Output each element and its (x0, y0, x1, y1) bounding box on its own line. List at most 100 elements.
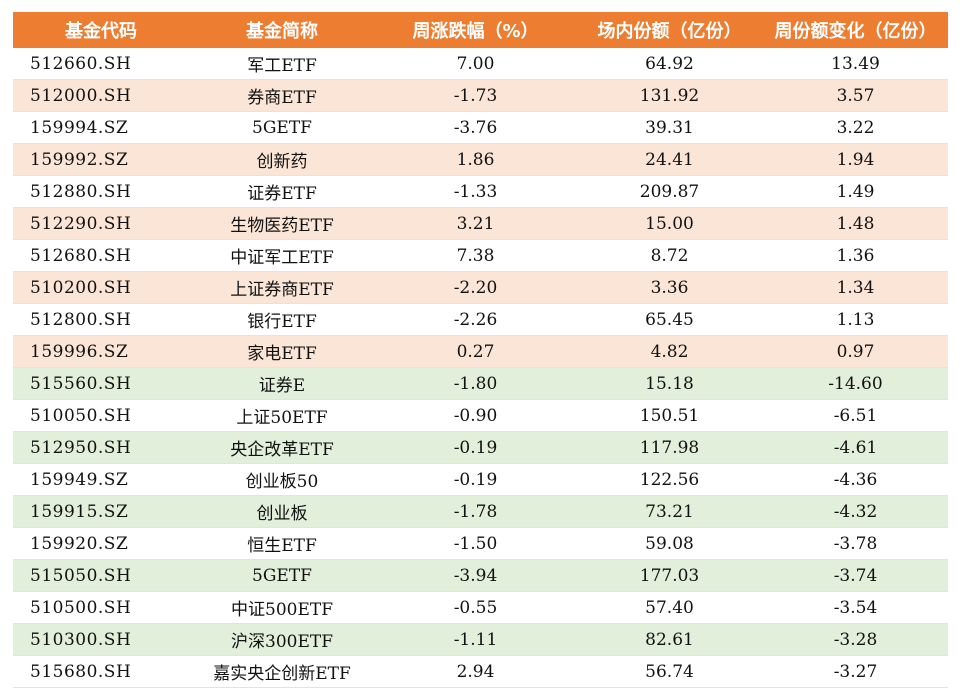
cell-fund-code-text: 512290.SH (30, 213, 132, 234)
header-exchange-shares: 场内份额（亿份） (576, 12, 763, 48)
cell-fund-name-text: 券商ETF (247, 88, 317, 108)
cell-fund-name-text: 银行ETF (247, 312, 317, 332)
cell-weekly-share-change-text: -3.27 (833, 661, 878, 682)
cell-fund-name: 创业板50 (189, 463, 375, 496)
cell-fund-name: 恒生ETF (189, 527, 375, 560)
cell-exchange-shares: 64.92 (576, 48, 763, 80)
cell-exchange-shares: 57.40 (576, 591, 763, 624)
cell-weekly-share-change: 1.36 (763, 239, 948, 272)
table-row: 512660.SH 军工ETF 7.00 64.92 13.49 (13, 48, 948, 80)
cell-fund-code: 159996.SZ (13, 335, 189, 368)
cell-fund-code-text: 510050.SH (30, 405, 132, 426)
table-row: 159994.SZ 5GETF -3.76 39.31 3.22 (13, 111, 948, 144)
cell-weekly-share-change: 0.97 (763, 335, 948, 368)
cell-exchange-shares: 82.61 (576, 623, 763, 656)
cell-weekly-share-change-text: -3.74 (833, 565, 878, 586)
cell-fund-code: 515560.SH (13, 367, 189, 400)
cell-weekly-share-change-text: 1.34 (836, 277, 875, 298)
cell-fund-name-text: 嘉实央企创新ETF (213, 664, 351, 684)
cell-weekly-change-pct-text: -2.20 (453, 277, 498, 298)
cell-weekly-change-pct: -0.19 (375, 431, 576, 464)
table-row: 159949.SZ 创业板50 -0.19 122.56 -4.36 (13, 463, 948, 496)
cell-fund-name: 沪深300ETF (189, 623, 375, 656)
cell-weekly-change-pct-text: -0.55 (453, 597, 498, 618)
cell-weekly-change-pct-text: 7.00 (456, 53, 495, 74)
table-row: 515050.SH 5GETF -3.94 177.03 -3.74 (13, 559, 948, 592)
cell-weekly-change-pct-text: -0.19 (453, 469, 498, 490)
cell-fund-name: 创新药 (189, 143, 375, 176)
cell-exchange-shares-text: 177.03 (639, 565, 700, 586)
cell-weekly-change-pct: -0.19 (375, 463, 576, 496)
cell-exchange-shares: 8.72 (576, 239, 763, 272)
cell-exchange-shares: 209.87 (576, 175, 763, 208)
cell-weekly-share-change: 1.13 (763, 303, 948, 336)
cell-weekly-share-change-text: -4.61 (833, 437, 878, 458)
cell-fund-name: 央企改革ETF (189, 431, 375, 464)
cell-fund-code-text: 510200.SH (30, 277, 132, 298)
cell-weekly-change-pct: -1.33 (375, 175, 576, 208)
cell-weekly-change-pct-text: -0.19 (453, 437, 498, 458)
cell-exchange-shares-text: 39.31 (645, 117, 694, 138)
cell-fund-name-text: 上证50ETF (236, 408, 328, 428)
cell-exchange-shares-text: 117.98 (639, 437, 700, 458)
cell-fund-code-text: 515680.SH (30, 661, 132, 682)
cell-fund-code-text: 512660.SH (30, 53, 132, 74)
cell-fund-name-text: 创业板 (256, 504, 308, 524)
cell-fund-code: 512000.SH (13, 79, 189, 112)
cell-exchange-shares: 65.45 (576, 303, 763, 336)
cell-weekly-change-pct: -0.55 (375, 591, 576, 624)
cell-weekly-share-change: 1.34 (763, 271, 948, 304)
cell-weekly-share-change: -4.36 (763, 463, 948, 496)
cell-fund-name: 创业板 (189, 495, 375, 528)
cell-fund-name: 上证券商ETF (189, 271, 375, 304)
cell-weekly-change-pct: -1.50 (375, 527, 576, 560)
cell-exchange-shares: 150.51 (576, 399, 763, 432)
cell-exchange-shares: 117.98 (576, 431, 763, 464)
cell-weekly-change-pct-text: -1.78 (453, 501, 498, 522)
cell-fund-code: 512290.SH (13, 207, 189, 240)
cell-weekly-share-change-text: 13.49 (831, 53, 880, 74)
cell-weekly-change-pct: -1.80 (375, 367, 576, 400)
cell-weekly-change-pct: 1.86 (375, 143, 576, 176)
cell-weekly-change-pct-text: -1.33 (453, 181, 498, 202)
cell-fund-name-text: 家电ETF (247, 344, 317, 364)
cell-weekly-share-change: 1.94 (763, 143, 948, 176)
cell-fund-code-text: 159949.SZ (30, 469, 129, 490)
cell-fund-code-text: 512000.SH (30, 85, 132, 106)
cell-fund-name-text: 创新药 (256, 152, 308, 172)
header-fund-code: 基金代码 (13, 12, 189, 48)
cell-weekly-change-pct: -2.26 (375, 303, 576, 336)
cell-fund-name: 券商ETF (189, 79, 375, 112)
cell-weekly-change-pct: -2.20 (375, 271, 576, 304)
cell-weekly-change-pct: 7.38 (375, 239, 576, 272)
cell-weekly-change-pct: -0.90 (375, 399, 576, 432)
cell-weekly-share-change: -4.61 (763, 431, 948, 464)
cell-fund-code-text: 159994.SZ (30, 117, 129, 138)
cell-fund-name-text: 上证券商ETF (230, 280, 334, 300)
cell-exchange-shares: 39.31 (576, 111, 763, 144)
cell-weekly-share-change-text: -3.28 (833, 629, 878, 650)
cell-fund-code-text: 159996.SZ (30, 341, 129, 362)
cell-fund-code: 512800.SH (13, 303, 189, 336)
cell-exchange-shares-text: 64.92 (645, 53, 694, 74)
cell-fund-name: 嘉实央企创新ETF (189, 655, 375, 688)
cell-exchange-shares-text: 59.08 (645, 533, 694, 554)
cell-fund-code-text: 512950.SH (30, 437, 132, 458)
cell-weekly-share-change: 3.57 (763, 79, 948, 112)
cell-exchange-shares-text: 209.87 (639, 181, 700, 202)
cell-exchange-shares: 15.00 (576, 207, 763, 240)
cell-fund-name: 证券ETF (189, 175, 375, 208)
cell-fund-code: 159992.SZ (13, 143, 189, 176)
table-body: 512660.SH 军工ETF 7.00 64.92 13.49 512000.SH 券商E… (13, 48, 948, 688)
cell-weekly-change-pct: 0.27 (375, 335, 576, 368)
cell-exchange-shares-text: 56.74 (645, 661, 694, 682)
cell-weekly-change-pct-text: -1.50 (453, 533, 498, 554)
cell-fund-code: 159994.SZ (13, 111, 189, 144)
etf-share-change-table: 基金代码 基金简称 周涨跌幅（%） 场内份额（亿份） 周份额变化（亿份） 512… (13, 12, 948, 688)
cell-fund-name: 中证军工ETF (189, 239, 375, 272)
cell-fund-name: 证券E (189, 367, 375, 400)
cell-fund-name-text: 中证500ETF (231, 600, 333, 620)
cell-fund-code: 510300.SH (13, 623, 189, 656)
cell-weekly-share-change-text: 1.49 (836, 181, 875, 202)
cell-fund-code-text: 510500.SH (30, 597, 132, 618)
